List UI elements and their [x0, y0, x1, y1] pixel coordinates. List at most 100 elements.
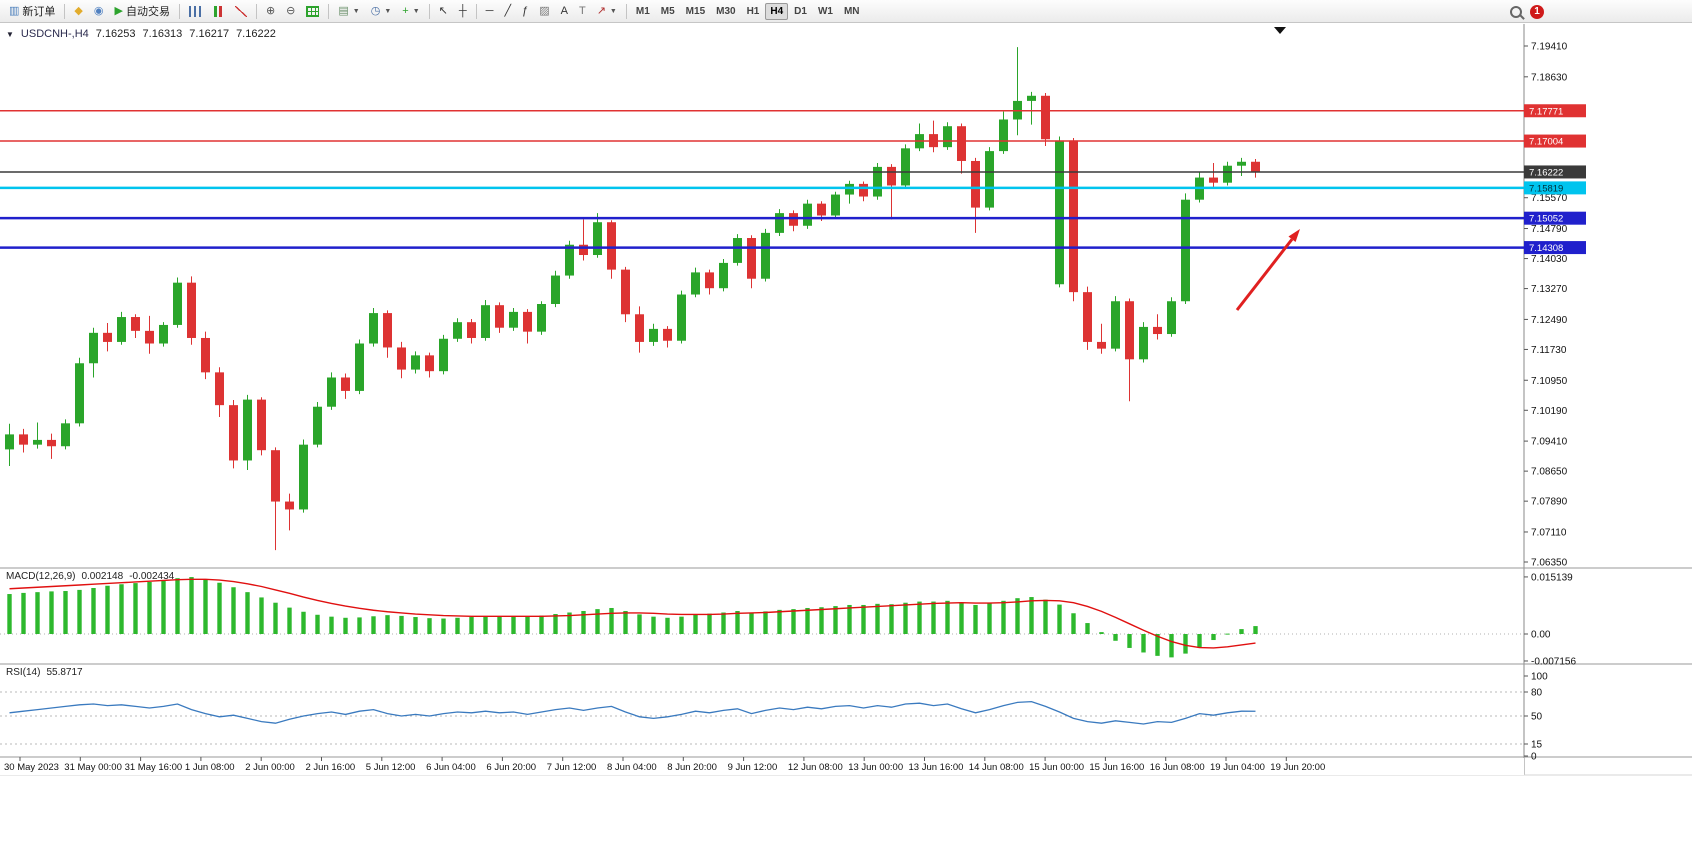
macd-histogram-bar: [427, 618, 432, 634]
rsi-scale-label: 15: [1531, 740, 1543, 751]
time-axis[interactable]: 30 May 2023 31 May 00:00 31 May 16:00 1 Jun…: [0, 757, 1524, 775]
line-chart-button[interactable]: [230, 1, 252, 22]
metaeditor-button[interactable]: ◆: [69, 1, 87, 22]
candle-body: [565, 244, 574, 276]
macd-histogram-bar: [231, 587, 236, 634]
macd-histogram-bar: [903, 602, 908, 634]
timeframe-m15-button[interactable]: M15: [685, 5, 706, 17]
time-tick-label: 9 Jun 12:00: [728, 762, 778, 773]
cursor-button[interactable]: ↖: [434, 1, 453, 22]
auto-trading-button-label: 自动交易: [125, 6, 170, 18]
channel-button[interactable]: ▨: [534, 1, 554, 22]
price-tick-label: 7.11730: [1531, 345, 1567, 356]
candlestick-chart-button[interactable]: [207, 1, 229, 22]
price-tick-label: 7.15570: [1531, 193, 1568, 204]
macd-histogram-bar: [273, 602, 278, 634]
community-button[interactable]: ◉: [89, 1, 109, 22]
time-tick-label: 2 Jun 16:00: [306, 762, 356, 773]
globe-icon: ◉: [93, 4, 104, 17]
macd-histogram-bar: [945, 600, 950, 634]
macd-histogram-bar: [707, 613, 712, 634]
timeframe-h1-button[interactable]: H1: [746, 5, 760, 17]
macd-histogram-bar: [847, 604, 852, 634]
macd-histogram-bar: [1225, 633, 1230, 635]
timeframe-m30-button[interactable]: M30: [716, 5, 736, 17]
candle-body: [1097, 341, 1106, 349]
macd-histogram-bar: [259, 597, 264, 634]
zoom-in-icon: ⊕: [265, 4, 276, 17]
candle-body: [439, 338, 448, 372]
timeframe-w1-button[interactable]: W1: [817, 5, 833, 17]
search-icon[interactable]: [1510, 5, 1522, 18]
candle-body: [705, 272, 714, 289]
price-tag-label: 7.17771: [1529, 106, 1563, 117]
macd-histogram-bar: [665, 617, 670, 634]
indicators-button[interactable]: + ▼: [397, 1, 424, 22]
macd-histogram-bar: [1211, 634, 1216, 641]
zoom-in-button[interactable]: ⊕: [261, 1, 280, 22]
candle-body: [1083, 292, 1092, 342]
candle-body: [1139, 326, 1148, 360]
macd-histogram-bar: [371, 616, 376, 634]
timeframe-mn-button[interactable]: MN: [843, 5, 860, 17]
candle-body: [187, 282, 196, 338]
arrows-button[interactable]: ↗ ▼: [592, 1, 622, 22]
time-tick-label: 6 Jun 20:00: [486, 762, 536, 773]
timeframe-m1-button[interactable]: M1: [635, 5, 650, 17]
price-tick-label: 7.19410: [1531, 42, 1568, 53]
macd-histogram-bar: [1169, 634, 1174, 658]
trendline-button[interactable]: ╱: [499, 1, 516, 22]
horizontal-line-object[interactable]: 7.14308: [0, 241, 1586, 255]
profiles-button[interactable]: ◷ ▼: [366, 1, 397, 22]
chevron-down-icon: ▼: [609, 7, 617, 15]
macd-histogram-bar: [133, 583, 138, 634]
horizontal-line-object[interactable]: 7.16222: [0, 165, 1586, 179]
tile-windows-icon: [306, 5, 320, 17]
macd-histogram-bar: [511, 615, 516, 634]
text-button[interactable]: A: [556, 1, 573, 22]
collapse-chart-icon[interactable]: ▼: [6, 29, 14, 39]
timeframe-h4-button[interactable]: H4: [765, 2, 789, 20]
macd-histogram-bar: [217, 582, 222, 634]
horizontal-line-object[interactable]: 7.15819: [0, 181, 1586, 195]
macd-histogram-bar: [49, 591, 54, 634]
fibonacci-button[interactable]: ƒ: [517, 1, 533, 22]
macd-histogram-bar: [21, 592, 26, 634]
rsi-value: 55.8717: [46, 667, 83, 678]
trend-arrow-annotation[interactable]: [1235, 229, 1300, 311]
candle-body: [635, 314, 644, 342]
tile-windows-button[interactable]: [301, 1, 324, 22]
timeframe-m5-button[interactable]: M5: [660, 5, 675, 17]
new-order-button[interactable]: ▥ 新订单: [4, 1, 60, 22]
time-tick-label: 15 Jun 16:00: [1089, 762, 1144, 773]
horizontal-line-icon: ─: [485, 4, 494, 17]
auto-trading-button[interactable]: ▶ 自动交易: [109, 1, 174, 22]
zoom-out-button[interactable]: ⊖: [281, 1, 300, 22]
macd-histogram-bar: [147, 581, 152, 634]
chart-canvas: 7.19410 7.18630 7.15570 7.14790 7.14030 7.132…: [0, 24, 1692, 776]
new-chart-button[interactable]: ▤ ▼: [333, 1, 364, 22]
timeframe-d1-button[interactable]: D1: [794, 5, 807, 17]
crosshair-icon: ┼: [458, 4, 467, 17]
horizontal-line-object[interactable]: 7.17771: [0, 104, 1586, 118]
label-button[interactable]: T: [574, 1, 591, 22]
chart-shift-marker[interactable]: [1274, 27, 1286, 34]
crosshair-button[interactable]: ┼: [454, 1, 472, 22]
time-tick-label: 1 Jun 08:00: [185, 762, 235, 773]
macd-histogram-bar: [245, 592, 250, 634]
time-tick-label: 31 May 00:00: [64, 762, 122, 773]
horizontal-line-object[interactable]: 7.15052: [0, 211, 1586, 225]
macd-histogram-bar: [1155, 634, 1160, 656]
new-chart-icon: ▤: [338, 4, 349, 17]
candle-body: [1027, 95, 1036, 101]
toolbar-separator: [428, 3, 430, 19]
candle-body: [845, 183, 854, 195]
macd-histogram-bar: [595, 609, 600, 634]
notification-badge[interactable]: 1: [1530, 4, 1544, 19]
bar-chart-button[interactable]: [184, 1, 206, 22]
candle-body: [663, 328, 672, 341]
horizontal-line-button[interactable]: ─: [481, 1, 499, 22]
horizontal-line-object[interactable]: 7.17004: [0, 134, 1586, 148]
candle-body: [1209, 177, 1218, 183]
macd-histogram-bar: [203, 578, 208, 634]
